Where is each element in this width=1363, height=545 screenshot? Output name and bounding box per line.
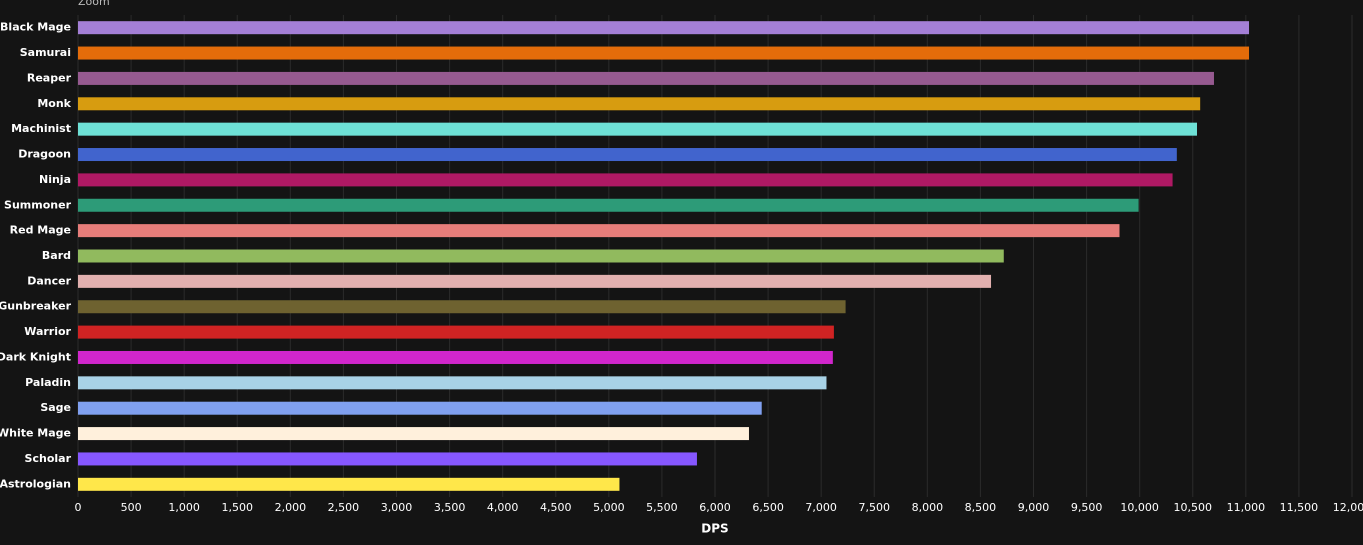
x-tick-label: 5,500 (646, 501, 678, 514)
y-tick-label: Sage (40, 401, 71, 414)
x-tick-label: 4,000 (487, 501, 519, 514)
x-tick-label: 10,000 (1120, 501, 1159, 514)
x-tick-label: 7,000 (805, 501, 837, 514)
y-tick-label: Dancer (27, 274, 71, 287)
y-tick-label: Monk (37, 97, 71, 110)
bar (78, 46, 1250, 60)
x-tick-label: 4,500 (540, 501, 572, 514)
y-tick-label: Paladin (25, 376, 71, 389)
x-tick-label: 11,500 (1280, 501, 1319, 514)
bar (78, 71, 1214, 85)
x-tick-label: 5,000 (593, 501, 625, 514)
bar (78, 97, 1201, 111)
y-tick-label: Gunbreaker (0, 300, 72, 313)
bar (78, 376, 827, 390)
bar (78, 173, 1173, 187)
x-tick-label: 9,000 (1018, 501, 1050, 514)
bar (78, 21, 1250, 35)
bar (78, 249, 1004, 263)
bar (78, 325, 834, 339)
bar (78, 452, 697, 466)
y-tick-label: Samurai (20, 46, 71, 59)
x-tick-label: 3,000 (381, 501, 413, 514)
x-tick-label: 500 (121, 501, 142, 514)
y-tick-label: White Mage (0, 427, 71, 440)
x-tick-label: 0 (75, 501, 82, 514)
bar (78, 148, 1177, 162)
bar (78, 122, 1197, 136)
y-tick-label: Ninja (39, 173, 71, 186)
bar (78, 274, 992, 288)
x-tick-label: 7,500 (859, 501, 891, 514)
y-tick-label: Red Mage (10, 224, 71, 237)
bar (78, 427, 749, 441)
bar (78, 401, 762, 415)
x-tick-label: 1,500 (222, 501, 254, 514)
bar (78, 300, 846, 314)
y-tick-label: Warrior (24, 325, 71, 338)
y-tick-label: Scholar (25, 452, 72, 465)
y-tick-label: Bard (42, 249, 71, 262)
y-tick-label: Summoner (4, 198, 72, 211)
x-tick-label: 12,000 (1333, 501, 1363, 514)
x-tick-label: 8,500 (965, 501, 997, 514)
x-tick-label: 3,500 (434, 501, 466, 514)
x-tick-label: 6,000 (699, 501, 731, 514)
zoom-label[interactable]: Zoom (78, 0, 110, 8)
bar (78, 198, 1139, 212)
y-tick-label: Black Mage (0, 21, 71, 34)
x-tick-label: 10,500 (1174, 501, 1213, 514)
x-tick-label: 6,500 (752, 501, 784, 514)
x-tick-label: 8,000 (912, 501, 944, 514)
y-tick-label: Reaper (27, 71, 72, 84)
y-tick-label: Machinist (11, 122, 71, 135)
bar (78, 477, 620, 491)
x-tick-label: 1,000 (168, 501, 200, 514)
y-tick-label: Dark Knight (0, 350, 71, 363)
x-tick-label: 2,000 (275, 501, 307, 514)
y-tick-label: Astrologian (0, 477, 71, 490)
x-tick-label: 11,000 (1227, 501, 1266, 514)
bar (78, 224, 1120, 238)
x-tick-label: 2,500 (328, 501, 360, 514)
x-tick-label: 9,500 (1071, 501, 1103, 514)
y-tick-label: Dragoon (18, 148, 71, 161)
bar (78, 350, 833, 364)
x-axis-label: DPS (701, 522, 728, 536)
